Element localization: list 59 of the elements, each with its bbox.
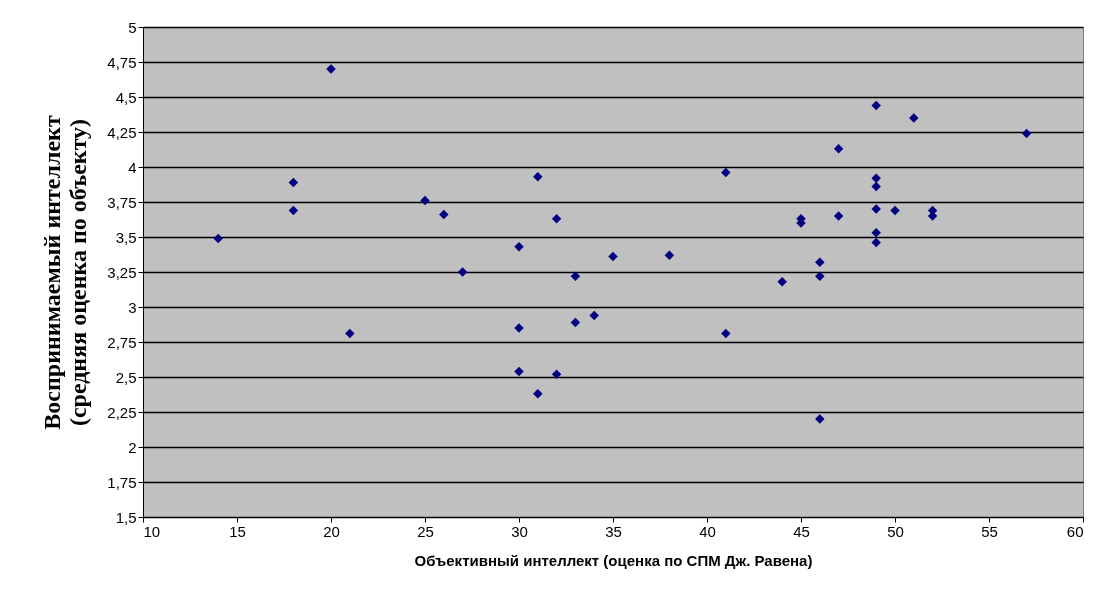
x-axis-title: Объективный интеллект (оценка по СПМ Дж. Равена): [414, 551, 813, 569]
y-tick-label: 1,75: [107, 473, 137, 491]
point: [664, 250, 675, 260]
point: [1021, 128, 1032, 139]
x-tick-label: 50: [887, 522, 904, 540]
x-tick-label: 40: [699, 522, 716, 540]
point: [871, 181, 881, 192]
y-tick-label: 4: [128, 158, 137, 176]
point: [551, 214, 562, 224]
point: [570, 317, 581, 328]
point: [871, 100, 881, 111]
point: [213, 233, 223, 244]
y-tick-label: 3: [128, 298, 137, 316]
point: [777, 277, 787, 287]
point: [514, 366, 524, 377]
point: [833, 144, 844, 154]
y-tick-label: 3,75: [107, 193, 137, 211]
y-tick-label: 4,25: [107, 123, 137, 141]
x-tick-label: 10: [143, 522, 161, 540]
y-tick-label: 5: [128, 18, 137, 36]
point: [570, 271, 581, 281]
point: [533, 172, 543, 182]
point: [721, 167, 731, 178]
x-tick-label: 55: [981, 522, 998, 540]
point: [420, 195, 430, 206]
point: [533, 389, 543, 399]
x-tick-label: 20: [323, 522, 340, 540]
point: [833, 211, 844, 221]
y-axis-title: Воспринимаемый интеллект (средняя оценка по объекту): [39, 115, 92, 430]
point: [288, 205, 299, 216]
y-tick-label: 4,75: [107, 53, 137, 71]
point: [815, 271, 825, 281]
point: [345, 328, 355, 339]
x-tick-label: 35: [605, 522, 622, 540]
x-tick-label: 30: [511, 522, 528, 540]
x-tick-label: 45: [793, 522, 810, 540]
y-tick-label: 4,5: [115, 88, 137, 106]
point: [608, 251, 618, 262]
y-tick-label: 3,25: [107, 263, 137, 281]
y-tick-label: 2: [128, 438, 137, 456]
y-tick-label: 3,5: [115, 228, 137, 246]
y-tick-label: 2,5: [115, 368, 137, 386]
x-tick-label: 25: [417, 522, 434, 540]
point: [871, 173, 881, 183]
y-tick-label: 2,25: [107, 403, 137, 421]
point: [815, 257, 825, 267]
point: [721, 328, 731, 339]
point: [871, 237, 881, 248]
y-tick-label: 1,5: [115, 508, 137, 526]
point: [551, 369, 562, 379]
x-tick-label: 60: [1066, 522, 1084, 540]
x-tick-label: 15: [229, 522, 246, 540]
point: [288, 177, 299, 188]
point: [871, 228, 881, 238]
point: [439, 209, 449, 220]
y-tick-label: 2,75: [107, 333, 137, 351]
point: [589, 310, 599, 321]
point: [457, 267, 468, 277]
point: [890, 205, 900, 216]
